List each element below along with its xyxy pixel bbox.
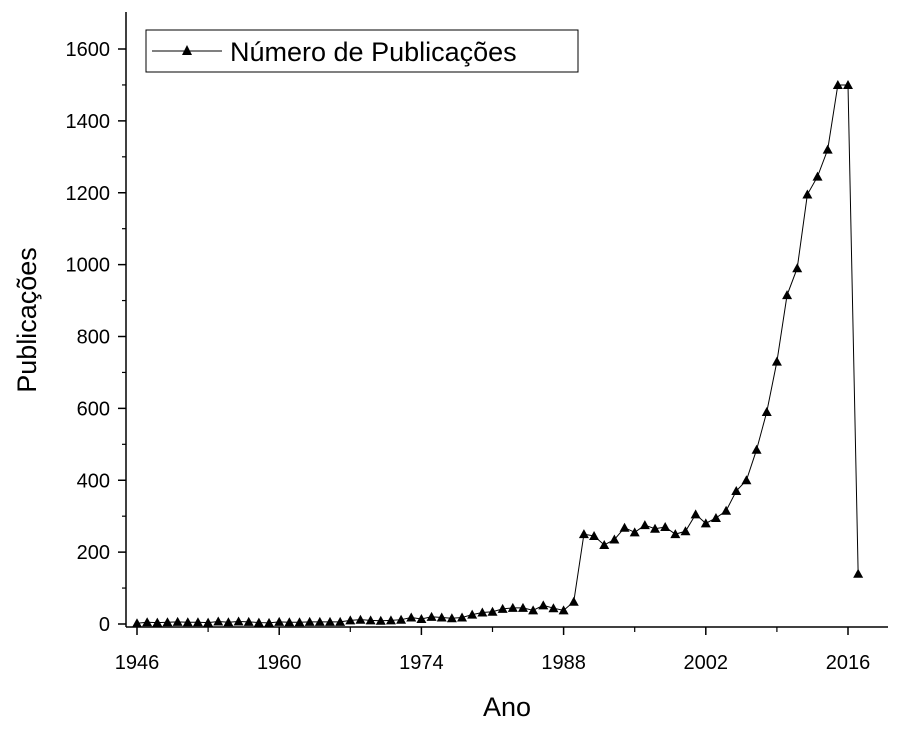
data-point-marker [832,79,843,89]
data-point-marker [761,406,772,416]
data-point-marker [822,144,833,154]
data-point-marker [375,615,386,625]
data-point-marker [690,509,701,519]
y-tick-label: 400 [77,470,110,492]
data-point-marker [324,616,335,626]
y-tick-label: 600 [77,398,110,420]
x-tick-label: 2016 [826,652,871,674]
data-point-marker [497,603,508,613]
data-point-marker [203,617,214,627]
x-tick-label: 1960 [257,652,302,674]
legend-marker-icon [182,45,192,55]
data-point-marker [629,527,640,537]
data-point-marker [385,615,396,625]
data-point-marker [558,605,569,615]
y-tick-label: 200 [77,542,110,564]
data-point-marker [294,617,305,627]
data-point-marker [538,600,549,610]
data-point-marker [426,611,437,621]
data-point-marker [132,618,142,628]
data-point-marker [406,612,417,622]
data-point-marker [467,609,478,619]
data-point-marker [233,616,244,626]
data-point-marker [589,530,600,540]
data-point-marker [507,602,518,612]
data-point-marker [528,605,539,615]
data-point-marker [843,79,853,89]
x-tick-label: 1988 [541,652,586,674]
data-point-marker [457,612,468,622]
x-tick-label: 2002 [684,652,729,674]
data-point-marker [792,263,803,273]
data-point-marker [741,475,752,485]
data-point-marker [599,539,610,549]
data-point-marker [650,523,661,533]
data-point-marker [771,356,782,366]
data-point-marker [710,512,721,522]
data-point-marker [700,518,711,528]
data-point-marker [639,520,650,530]
y-tick-label: 1400 [66,111,111,133]
data-point-marker [853,568,864,578]
data-point-marker [578,529,589,539]
x-tick-label: 1974 [399,652,444,674]
legend: Número de Publicações [145,29,579,73]
data-point-marker [213,616,224,626]
data-point-marker [172,616,183,626]
data-point-marker [335,616,346,626]
data-point-marker [253,617,264,627]
data-point-marker [782,290,793,300]
y-tick-label: 1000 [66,255,111,277]
data-point-marker [436,612,447,622]
data-point-marker [142,617,153,627]
data-point-marker [223,617,234,627]
data-point-marker [182,617,193,627]
data-point-marker [264,617,275,627]
data-point-marker [731,486,742,496]
y-tick-label: 800 [77,327,110,349]
data-point-marker [670,529,681,539]
data-point-marker [680,526,691,536]
x-axis-title: Ano [483,692,531,722]
data-point-marker [365,615,376,625]
data-point-marker [517,602,528,612]
data-point-marker [345,615,356,625]
series-line [136,84,859,624]
data-point-marker [548,603,559,613]
x-tick-label: 1946 [115,652,160,674]
y-axis-ticks: 0 200 400 600 800 1000 1200 1400 1600 [66,39,126,636]
data-point-marker [446,613,457,623]
data-point-marker [192,617,203,627]
y-tick-label: 1600 [66,39,111,61]
y-tick-label: 1200 [66,183,111,205]
data-point-marker [304,616,315,626]
data-point-marker [416,613,427,623]
data-point-marker [751,444,762,454]
data-point-marker [284,617,295,627]
data-point-marker [396,614,407,624]
data-point-marker [477,607,488,617]
data-point-marker [243,616,254,626]
data-point-marker [619,522,630,532]
data-point-marker [314,616,325,626]
data-point-marker [802,189,813,199]
data-point-marker [660,521,671,531]
series-layer [132,79,864,628]
data-point-marker [721,505,732,515]
data-point-marker [152,617,163,627]
legend-label: Número de Publicações [230,37,517,67]
data-point-marker [568,596,579,606]
x-axis-ticks: 1946 1960 1974 1988 2002 2016 [115,627,871,674]
data-point-marker [355,614,366,624]
data-point-marker [487,606,498,616]
data-point-marker [609,534,620,544]
data-point-marker [162,617,173,627]
plot-frame [125,12,888,628]
y-tick-label: 0 [99,614,110,636]
data-point-marker [274,616,285,626]
y-axis-title: Publicações [12,247,42,393]
data-point-marker [812,171,823,181]
